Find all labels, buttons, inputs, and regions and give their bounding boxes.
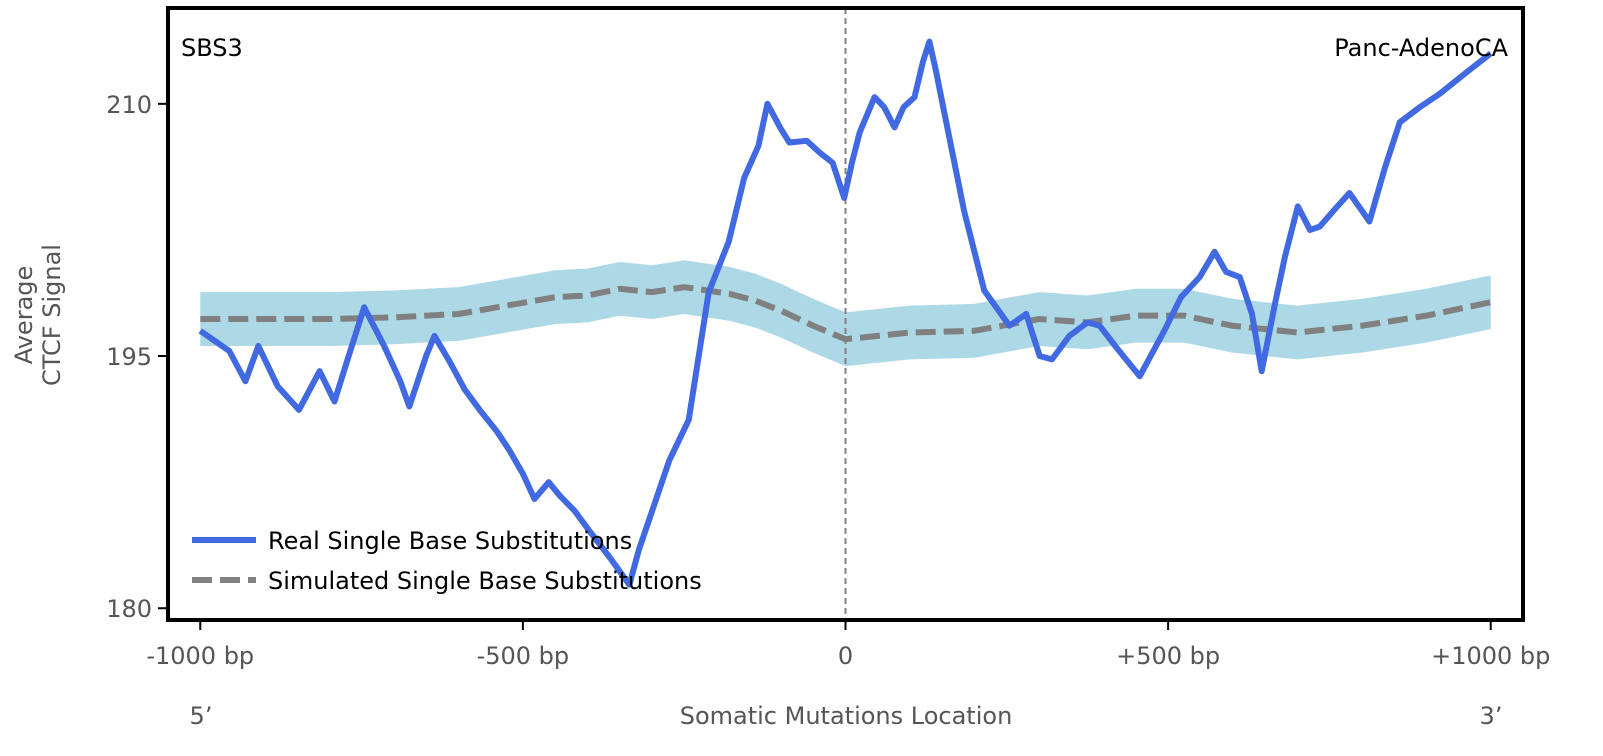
simulated-series-line <box>200 284 1492 343</box>
x-axis-label: Somatic Mutations Location <box>680 702 1013 730</box>
y-axis-label-line2: CTCF Signal <box>38 244 66 386</box>
series-layer <box>198 38 1493 588</box>
x-tick-label: +1000 bp <box>1431 642 1550 670</box>
x-tick-label: -1000 bp <box>146 642 254 670</box>
annotation-cancer-type: Panc-AdenoCA <box>1334 34 1508 62</box>
legend-real-label: Real Single Base Substitutions <box>268 527 632 555</box>
y-tick-label: 195 <box>106 343 152 371</box>
x-axis-5prime-label: 5’ <box>190 702 213 730</box>
x-tick-label: -500 bp <box>477 642 570 670</box>
x-tick-label: 0 <box>838 642 853 670</box>
axis-ticks: -1000 bp -500 bp 0 +500 bp +1000 bp 180 195 210 <box>106 91 1550 670</box>
annotation-signature: SBS3 <box>181 34 243 62</box>
y-tick-label: 180 <box>106 595 152 623</box>
legend-simulated-label: Simulated Single Base Substitutions <box>268 567 702 595</box>
x-tick-label: +500 bp <box>1116 642 1220 670</box>
real-series-line <box>198 38 1493 588</box>
y-axis-label-line1: Average <box>10 266 38 365</box>
x-axis-3prime-label: 3’ <box>1480 702 1503 730</box>
y-tick-label: 210 <box>106 91 152 119</box>
legend: Real Single Base Substitutions Simulated… <box>192 527 702 595</box>
